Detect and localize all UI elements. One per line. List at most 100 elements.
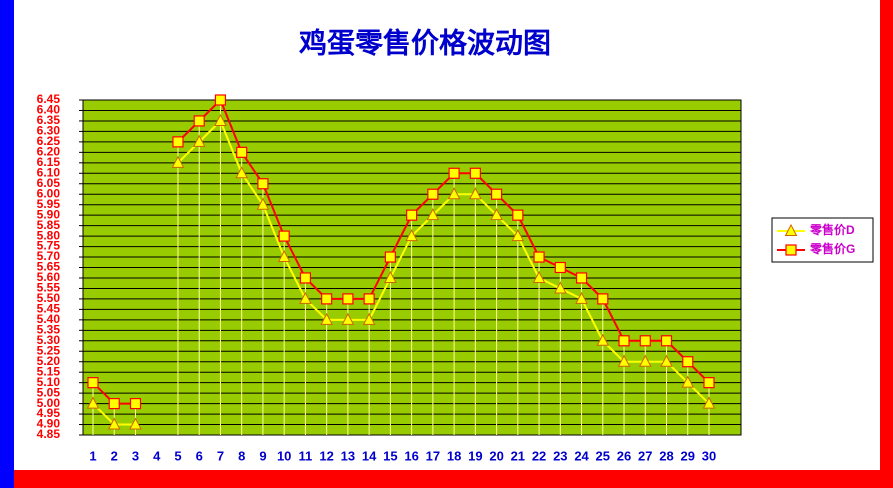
point-marker <box>638 354 652 367</box>
point-marker <box>129 417 142 430</box>
point-marker <box>617 354 631 367</box>
point-marker <box>703 377 715 389</box>
x-tick-label: 13 <box>341 448 355 463</box>
left-border <box>0 0 14 488</box>
point-marker <box>533 251 545 263</box>
x-tick-label: 27 <box>638 448 652 463</box>
y-tick-label: 5.90 <box>37 207 61 221</box>
x-tick-label: 15 <box>383 448 397 463</box>
x-tick-label: 22 <box>532 448 546 463</box>
point-marker <box>214 113 227 126</box>
y-tick-label: 5.35 <box>37 322 61 336</box>
y-tick-label: 5.20 <box>37 354 61 368</box>
point-marker <box>256 197 270 210</box>
x-tick-label: 17 <box>426 448 440 463</box>
x-tick-label: 2 <box>111 448 118 463</box>
point-marker <box>86 396 100 409</box>
point-marker <box>490 188 503 200</box>
y-tick-label: 5.50 <box>37 291 61 305</box>
x-tick-label: 11 <box>299 448 313 463</box>
legend-label: 零售价G <box>809 241 855 256</box>
x-tick-label: 9 <box>259 448 266 463</box>
y-tick-label: 5.25 <box>37 343 61 357</box>
point-marker <box>257 178 269 190</box>
x-tick-label: 1 <box>89 448 96 463</box>
point-marker <box>384 270 397 283</box>
x-tick-label: 20 <box>489 448 503 463</box>
point-marker <box>596 333 610 346</box>
x-tick-label: 12 <box>319 448 333 463</box>
y-tick-label: 5.10 <box>37 375 61 389</box>
y-tick-label: 6.25 <box>37 134 61 148</box>
point-marker <box>363 293 375 305</box>
point-marker <box>321 293 333 305</box>
point-marker <box>277 249 291 263</box>
y-tick-label: 6.05 <box>37 176 61 190</box>
y-tick-label: 5.60 <box>37 270 61 284</box>
y-tick-label: 6.15 <box>37 155 61 169</box>
bottom-border <box>14 470 893 488</box>
x-tick-label: 16 <box>404 448 418 463</box>
y-tick-label: 6.45 <box>37 92 61 106</box>
point-marker <box>639 335 651 347</box>
y-tick-label: 5.75 <box>37 239 61 253</box>
y-tick-label: 4.85 <box>37 427 61 441</box>
y-tick-label: 5.65 <box>37 260 61 274</box>
x-tick-label: 28 <box>659 448 673 463</box>
point-marker <box>575 272 588 284</box>
y-tick-label: 5.30 <box>37 333 61 347</box>
y-tick-label: 5.15 <box>37 364 61 378</box>
x-tick-label: 3 <box>132 448 139 463</box>
x-tick-label: 14 <box>362 448 377 463</box>
x-tick-label: 30 <box>702 448 716 463</box>
point-marker <box>405 229 418 242</box>
point-marker <box>384 251 396 263</box>
x-tick-label: 24 <box>574 448 589 463</box>
y-tick-label: 6.20 <box>37 145 61 159</box>
point-marker <box>682 356 694 368</box>
x-tick-label: 21 <box>511 448 525 463</box>
point-marker <box>660 335 673 347</box>
point-marker <box>553 281 567 294</box>
x-tick-label: 18 <box>447 448 461 463</box>
x-tick-label: 7 <box>217 448 224 463</box>
y-tick-label: 5.00 <box>37 396 61 410</box>
point-marker <box>469 187 482 200</box>
x-tick-label: 5 <box>174 448 181 463</box>
point-marker <box>702 396 716 409</box>
point-marker <box>511 229 525 242</box>
point-marker <box>406 209 418 221</box>
y-tick-label: 5.95 <box>37 197 61 211</box>
right-border <box>880 0 893 470</box>
y-tick-label: 6.35 <box>37 113 61 127</box>
x-tick-label: 8 <box>238 448 245 463</box>
x-tick-label: 19 <box>468 448 482 463</box>
point-marker <box>597 293 609 305</box>
point-marker <box>447 187 461 200</box>
x-tick-label: 29 <box>681 448 695 463</box>
point-marker <box>427 188 439 200</box>
point-marker <box>575 291 588 304</box>
y-tick-label: 6.10 <box>37 165 61 179</box>
point-marker <box>108 397 120 410</box>
y-tick-label: 6.30 <box>37 124 61 138</box>
point-marker <box>87 377 99 389</box>
y-tick-label: 6.40 <box>37 103 61 117</box>
point-marker <box>193 115 205 127</box>
point-marker <box>554 261 566 274</box>
x-tick-label: 26 <box>617 448 631 463</box>
point-marker <box>172 136 184 148</box>
point-marker <box>341 312 355 325</box>
point-marker <box>192 134 206 147</box>
point-marker <box>448 167 460 179</box>
point-marker <box>618 335 630 347</box>
x-tick-label: 25 <box>596 448 610 463</box>
point-marker <box>784 223 798 236</box>
point-marker <box>342 293 354 305</box>
point-marker <box>278 230 290 242</box>
point-marker <box>660 354 673 367</box>
y-tick-label: 5.05 <box>37 385 61 399</box>
y-tick-label: 5.85 <box>37 218 61 232</box>
y-tick-label: 4.90 <box>37 417 61 431</box>
